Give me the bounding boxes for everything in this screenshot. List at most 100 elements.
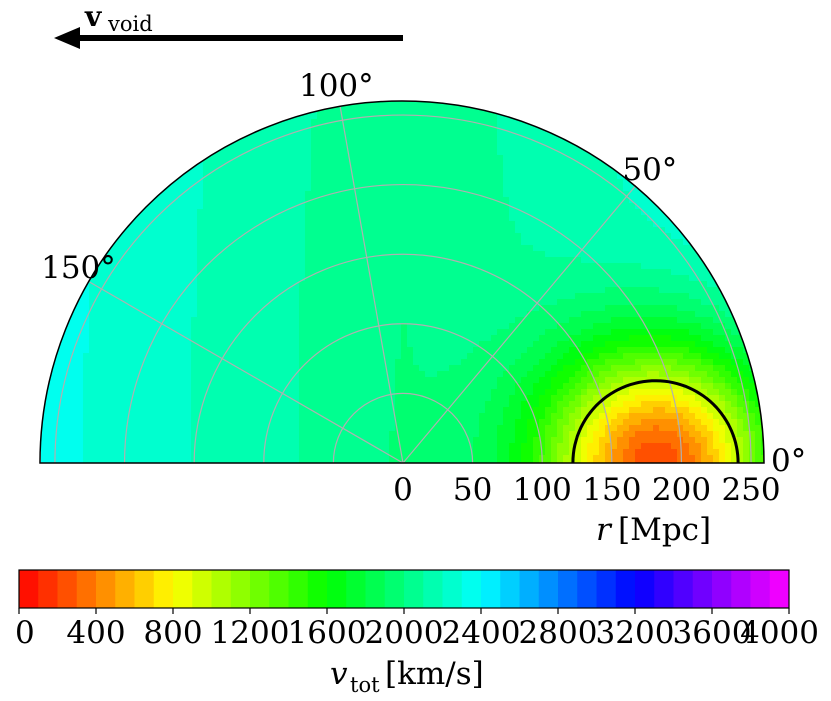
- field-cell: [629, 413, 636, 420]
- field-cell: [689, 407, 696, 414]
- field-cell: [263, 209, 270, 216]
- field-cell: [719, 371, 726, 378]
- field-cell: [503, 353, 510, 360]
- field-cell: [497, 389, 504, 396]
- field-cell: [473, 227, 480, 234]
- field-cell: [71, 317, 78, 324]
- field-cell: [683, 311, 690, 318]
- field-cell: [53, 395, 60, 402]
- field-cell: [365, 209, 372, 216]
- field-cell: [551, 215, 558, 222]
- field-cell: [425, 191, 432, 198]
- field-cell: [443, 377, 450, 384]
- field-cell: [425, 137, 432, 144]
- field-cell: [221, 257, 228, 264]
- field-cell: [215, 203, 222, 210]
- field-cell: [371, 149, 378, 156]
- field-cell: [617, 413, 624, 420]
- field-cell: [521, 299, 528, 306]
- field-cell: [455, 203, 462, 210]
- field-cell: [335, 239, 342, 246]
- field-cell: [287, 149, 294, 156]
- field-cell: [365, 257, 372, 264]
- field-cell: [557, 161, 564, 168]
- field-cell: [239, 257, 246, 264]
- field-cell: [473, 365, 480, 372]
- field-cell: [665, 305, 672, 312]
- field-cell: [281, 389, 288, 396]
- field-cell: [431, 161, 438, 168]
- field-cell: [287, 197, 294, 204]
- field-cell: [623, 371, 630, 378]
- field-cell: [629, 263, 636, 270]
- field-cell: [677, 413, 684, 420]
- field-cell: [575, 275, 582, 282]
- field-cell: [353, 287, 360, 294]
- field-cell: [239, 299, 246, 306]
- field-cell: [143, 227, 150, 234]
- field-cell: [623, 299, 630, 306]
- field-cell: [581, 179, 588, 186]
- field-cell: [197, 185, 204, 192]
- field-cell: [287, 173, 294, 180]
- field-cell: [329, 305, 336, 312]
- field-cell: [551, 413, 558, 420]
- field-cell: [299, 275, 306, 282]
- field-cell: [413, 263, 420, 270]
- field-cell: [515, 239, 522, 246]
- field-cell: [383, 191, 390, 198]
- field-cell: [269, 359, 276, 366]
- field-cell: [341, 275, 348, 282]
- field-cell: [479, 263, 486, 270]
- field-cell: [695, 263, 702, 270]
- field-cell: [155, 323, 162, 330]
- field-cell: [389, 197, 396, 204]
- field-cell: [539, 191, 546, 198]
- field-cell: [647, 299, 654, 306]
- field-cell: [257, 179, 264, 186]
- field-cell: [407, 203, 414, 210]
- field-cell: [245, 257, 252, 264]
- field-cell: [311, 167, 318, 174]
- field-cell: [635, 395, 642, 402]
- field-cell: [131, 263, 138, 270]
- field-cell: [185, 203, 192, 210]
- field-cell: [83, 347, 90, 354]
- field-cell: [335, 329, 342, 336]
- field-cell: [287, 125, 294, 132]
- field-cell: [707, 323, 714, 330]
- field-cell: [155, 359, 162, 366]
- field-cell: [407, 281, 414, 288]
- field-cell: [275, 377, 282, 384]
- field-cell: [353, 173, 360, 180]
- field-cell: [191, 203, 198, 210]
- field-cell: [539, 383, 546, 390]
- field-cell: [215, 389, 222, 396]
- field-cell: [83, 323, 90, 330]
- field-cell: [671, 365, 678, 372]
- field-cell: [293, 239, 300, 246]
- field-cell: [239, 347, 246, 354]
- field-cell: [203, 209, 210, 216]
- field-cell: [275, 239, 282, 246]
- field-cell: [251, 323, 258, 330]
- field-cell: [353, 221, 360, 228]
- field-cell: [599, 335, 606, 342]
- field-cell: [521, 335, 528, 342]
- field-cell: [353, 353, 360, 360]
- field-cell: [251, 131, 258, 138]
- field-cell: [455, 257, 462, 264]
- field-cell: [311, 323, 318, 330]
- field-cell: [395, 407, 402, 414]
- field-cell: [155, 335, 162, 342]
- field-cell: [503, 209, 510, 216]
- field-cell: [479, 119, 486, 126]
- field-cell: [89, 341, 96, 348]
- field-cell: [395, 167, 402, 174]
- field-cell: [611, 365, 618, 372]
- field-cell: [437, 167, 444, 174]
- field-cell: [341, 107, 348, 114]
- field-cell: [425, 227, 432, 234]
- field-cell: [611, 413, 618, 420]
- field-cell: [305, 167, 312, 174]
